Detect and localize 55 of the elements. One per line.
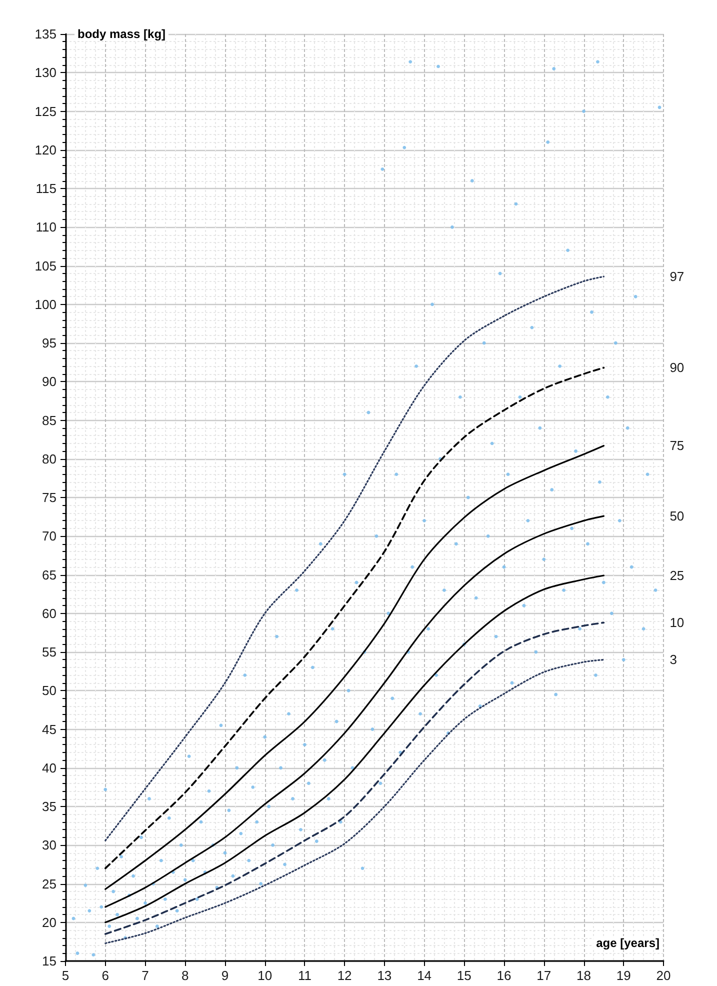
y-tick-label: 60 [42, 606, 56, 621]
x-tick-label: 7 [142, 968, 149, 983]
y-tick-label: 135 [34, 26, 56, 42]
line-series [104, 574, 604, 924]
x-tick-label: 6 [102, 968, 109, 983]
y-tick-label: 90 [42, 374, 56, 390]
x-tick-label: 14 [417, 968, 432, 983]
y-tick-label: 85 [42, 412, 56, 428]
x-tick-label: 16 [496, 968, 512, 983]
x-tick-label: 11 [298, 968, 312, 983]
text: 75 [670, 438, 684, 454]
x-tick-label: 15 [456, 968, 472, 983]
y-tick-label: 125 [34, 104, 56, 119]
line-series [104, 444, 604, 890]
text: 3 [670, 652, 677, 668]
x-tick-label: 20 [656, 968, 671, 983]
text: 50 [670, 508, 684, 524]
x-tick-label: 19 [616, 968, 631, 983]
y-tick-label: 35 [42, 799, 56, 814]
y-tick-label: 100 [34, 296, 56, 312]
y-axis-title: body mass [kg] [78, 27, 166, 41]
x-tick-label: 10 [258, 968, 272, 983]
y-tick-label: 55 [42, 644, 56, 660]
y-tick-label: 120 [34, 142, 56, 158]
x-tick-label: 18 [576, 968, 591, 983]
y-tick-label: 80 [42, 451, 56, 466]
y-tick-label: 50 [42, 683, 56, 698]
y-tick-label: 70 [42, 528, 56, 544]
y-tick-label: 40 [42, 760, 56, 776]
y-tick-label: 30 [42, 838, 56, 853]
text: 97 [670, 269, 684, 284]
line-series [104, 366, 605, 870]
y-tick-label: 20 [42, 914, 56, 930]
y-tick-label: 25 [42, 876, 56, 892]
line-series [104, 515, 604, 908]
x-tick-label: 12 [337, 968, 352, 983]
y-tick-label: 105 [34, 258, 56, 274]
y-tick-label: 65 [42, 567, 56, 582]
line-series [104, 276, 604, 842]
y-tick-label: 110 [36, 220, 56, 235]
x-tick-label: 13 [377, 968, 392, 983]
y-tick-label: 75 [42, 490, 56, 505]
x-tick-label: 8 [181, 968, 189, 983]
y-tick-label: 95 [42, 336, 56, 350]
text: 90 [670, 360, 684, 376]
x-tick-label: 9 [221, 968, 229, 983]
y-tick-label: 130 [34, 65, 56, 80]
x-axis-title: age [years] [596, 936, 660, 950]
y-tick-label: 15 [42, 954, 56, 968]
text: 25 [670, 568, 684, 584]
text: 10 [670, 615, 684, 630]
x-tick-label: 17 [536, 968, 552, 983]
y-tick-label: 45 [42, 722, 56, 737]
y-tick-label: 115 [36, 181, 56, 196]
x-tick-label: 5 [62, 968, 70, 983]
